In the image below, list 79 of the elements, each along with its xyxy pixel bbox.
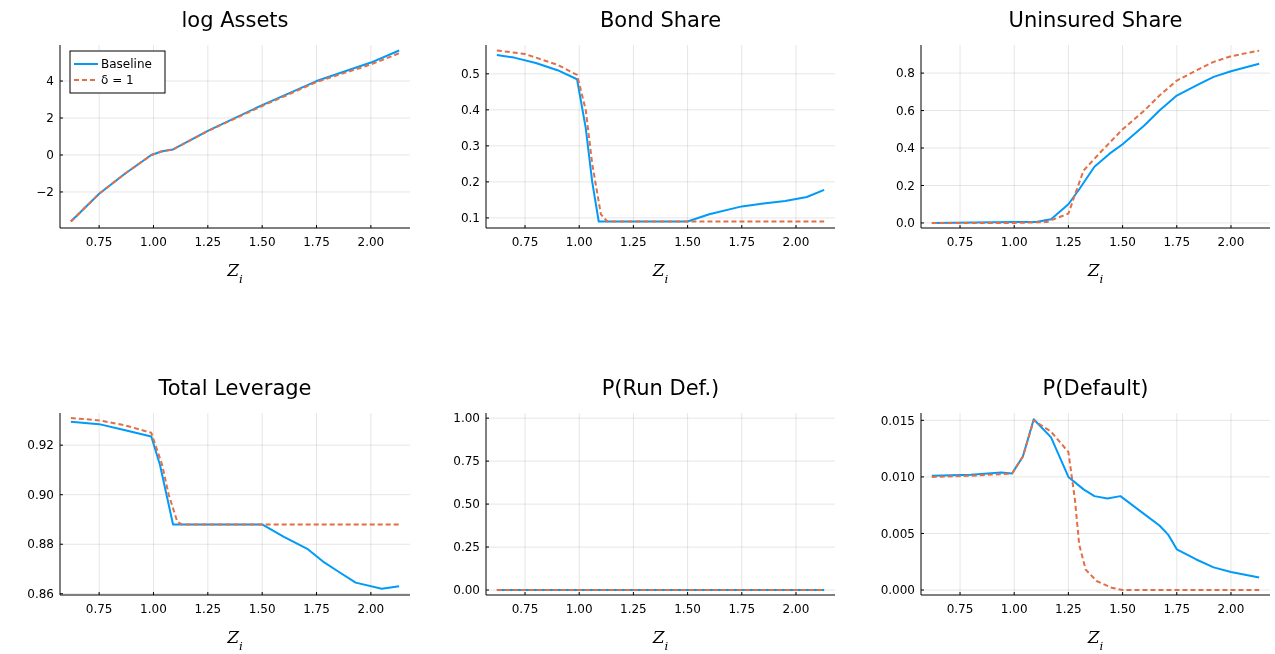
x-tick-label: 1.75 (303, 602, 330, 616)
y-tick-label: 0 (46, 148, 54, 163)
x-tick-label: 1.25 (1055, 602, 1082, 616)
x-axis-title: Z$_{i}$ (651, 260, 669, 286)
y-tick-label: 0.50 (453, 497, 480, 512)
y-tick-label: 0.2 (895, 178, 915, 193)
x-tick-label: 0.75 (946, 235, 974, 249)
x-tick-label: 1.00 (1000, 235, 1028, 249)
x-axis-title: Z$_{i}$ (1086, 627, 1104, 653)
x-tick-label: 1.25 (620, 602, 647, 616)
y-tick-label: 0.4 (460, 103, 480, 118)
x-tick-label: 0.75 (511, 602, 539, 616)
x-tick-label: 1.50 (674, 235, 701, 249)
chart-title: P(Run Def.) (601, 376, 720, 400)
x-tick-label: 2.00 (357, 602, 385, 616)
legend-label: Baseline (101, 57, 152, 72)
x-tick-label: 2.00 (782, 602, 810, 616)
x-tick-label: 1.25 (1055, 235, 1082, 249)
x-tick-label: 2.00 (782, 235, 810, 249)
chart-title: Uninsured Share (1008, 8, 1183, 32)
y-tick-label: 2 (46, 111, 54, 126)
y-tick-label: 0.00 (453, 583, 480, 598)
x-tick-label: 2.00 (1217, 235, 1245, 249)
x-tick-label: 1.00 (1000, 602, 1028, 616)
line-series (69, 420, 401, 590)
x-tick-label: 1.00 (140, 235, 167, 249)
x-tick-label: 1.75 (1163, 602, 1191, 616)
line-series (69, 416, 401, 526)
y-tick-label: 0.90 (27, 487, 54, 502)
y-tick-label: 0.000 (880, 583, 915, 598)
x-tick-label: 0.75 (946, 602, 974, 616)
x-tick-label: 1.50 (248, 602, 276, 616)
y-tick-label: 0.1 (460, 211, 480, 226)
y-tick-label: 0.25 (453, 540, 480, 555)
y-tick-label: 0.005 (880, 526, 915, 541)
chart-title: P(Default) (1042, 376, 1149, 400)
x-tick-label: 0.75 (511, 235, 539, 249)
x-axis-title: Z$_{i}$ (226, 627, 243, 653)
y-tick-label: 1.00 (453, 411, 480, 426)
x-tick-label: 1.00 (140, 602, 167, 616)
chart-title: Bond Share (599, 8, 722, 32)
x-tick-label: 1.00 (565, 235, 593, 249)
x-tick-label: 1.75 (728, 235, 756, 249)
chart-title: log Assets (181, 8, 289, 32)
chart-title: Total Leverage (157, 376, 312, 400)
y-tick-label: 0.010 (880, 470, 915, 485)
x-tick-label: 1.25 (620, 235, 647, 249)
x-tick-label: 2.00 (1217, 602, 1245, 616)
x-tick-label: 1.75 (1163, 235, 1191, 249)
y-tick-label: 0.6 (895, 103, 915, 118)
legend-label: δ = 1 (101, 73, 134, 88)
x-tick-label: 1.75 (303, 235, 330, 249)
x-tick-label: 0.75 (85, 602, 113, 616)
y-tick-label: 0.4 (895, 141, 915, 156)
x-axis-title: Z$_{i}$ (226, 260, 243, 286)
x-tick-label: 0.75 (85, 235, 113, 249)
y-tick-label: −2 (36, 185, 54, 200)
x-axis-title: Z$_{i}$ (651, 627, 669, 653)
y-tick-label: 0.8 (895, 66, 915, 81)
y-tick-label: 0.2 (460, 175, 480, 190)
y-tick-label: 0.92 (27, 438, 54, 453)
x-tick-label: 1.25 (194, 602, 222, 616)
y-tick-label: 0.015 (880, 413, 915, 428)
y-tick-label: 4 (46, 74, 54, 89)
x-tick-label: 1.00 (565, 602, 593, 616)
x-tick-label: 1.50 (248, 235, 276, 249)
x-tick-label: 1.25 (194, 235, 222, 249)
y-tick-label: 0.5 (460, 67, 480, 82)
x-tick-label: 1.50 (1109, 235, 1136, 249)
x-tick-label: 1.50 (1109, 602, 1136, 616)
x-axis-title: Z$_{i}$ (1086, 260, 1104, 286)
y-tick-label: 0.88 (27, 537, 54, 552)
x-tick-label: 1.50 (674, 602, 701, 616)
x-tick-label: 1.75 (728, 602, 756, 616)
y-tick-label: 0.75 (453, 454, 480, 469)
x-tick-label: 2.00 (357, 235, 385, 249)
y-tick-label: 0.0 (895, 216, 915, 231)
y-tick-label: 0.3 (460, 139, 480, 154)
y-tick-label: 0.86 (27, 586, 54, 601)
